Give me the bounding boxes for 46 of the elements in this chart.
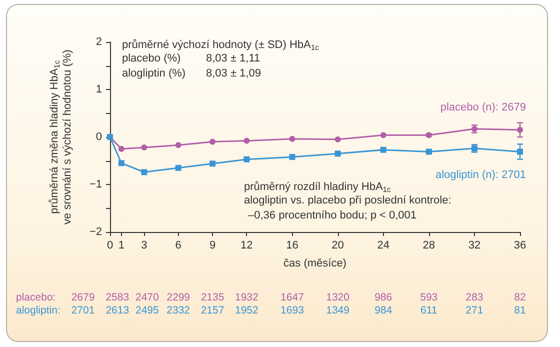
- x-tick-label: 9: [209, 240, 216, 252]
- text: alogliptin: 2701 2613 2495 2332 2157 1952 1693 1349 984 611 271 81: [16, 304, 526, 316]
- point: [289, 136, 296, 142]
- point: [289, 154, 296, 160]
- point: [141, 169, 148, 176]
- annotation: alogliptin (%): [122, 68, 186, 80]
- point: [118, 146, 124, 152]
- x-tick-label: 20: [332, 240, 344, 252]
- point: [175, 142, 182, 148]
- point: [517, 126, 523, 133]
- point: [517, 148, 523, 155]
- annotation: alogliptin vs. placebo při poslední kontrole:: [244, 194, 452, 206]
- point: [380, 132, 386, 138]
- x-tick-label: 12: [240, 240, 253, 252]
- text: placebo: 2679 2583 2470 2299 2135 1932 1647 1320 986 593 283 82: [16, 292, 526, 304]
- point: [141, 144, 148, 150]
- point: [210, 160, 216, 167]
- series-label: alogliptin (n): 2701: [435, 169, 526, 182]
- point: [175, 164, 182, 171]
- x-tick-label: 16: [286, 240, 298, 252]
- x-axis-title: čas (měsíce): [284, 258, 346, 270]
- series-label: placebo (n): 2679: [440, 101, 526, 114]
- y-tick-label: −1: [89, 178, 102, 190]
- point: [118, 160, 124, 166]
- x-tick-label: 24: [377, 240, 390, 252]
- y-tick-label: 0: [96, 131, 102, 143]
- x-tick-label: 0: [106, 240, 114, 252]
- point: [380, 146, 386, 153]
- annotation: 8,03 ± 1,11: [206, 52, 260, 64]
- point: [244, 156, 250, 162]
- x-tick-label: 36: [514, 240, 526, 252]
- x-tick-label: 1: [118, 240, 124, 252]
- point: [334, 150, 341, 157]
- annotation: 8,03 ± 1,09: [206, 68, 261, 80]
- point: [334, 136, 341, 142]
- x-tick-label: 3: [141, 240, 148, 252]
- annotation: placebo (%): [122, 52, 181, 64]
- point: [210, 138, 216, 145]
- x-tick-label: 28: [422, 240, 436, 252]
- y-tick-label: −2: [89, 226, 102, 238]
- y-tick-label: 1: [96, 84, 102, 96]
- point: [244, 138, 250, 144]
- annotation: –0,36 procentního bodu; p < 0,001: [248, 210, 417, 222]
- x-tick-label: 6: [175, 240, 182, 252]
- x-tick-label: 32: [468, 240, 481, 252]
- y-tick-label: 2: [96, 36, 102, 48]
